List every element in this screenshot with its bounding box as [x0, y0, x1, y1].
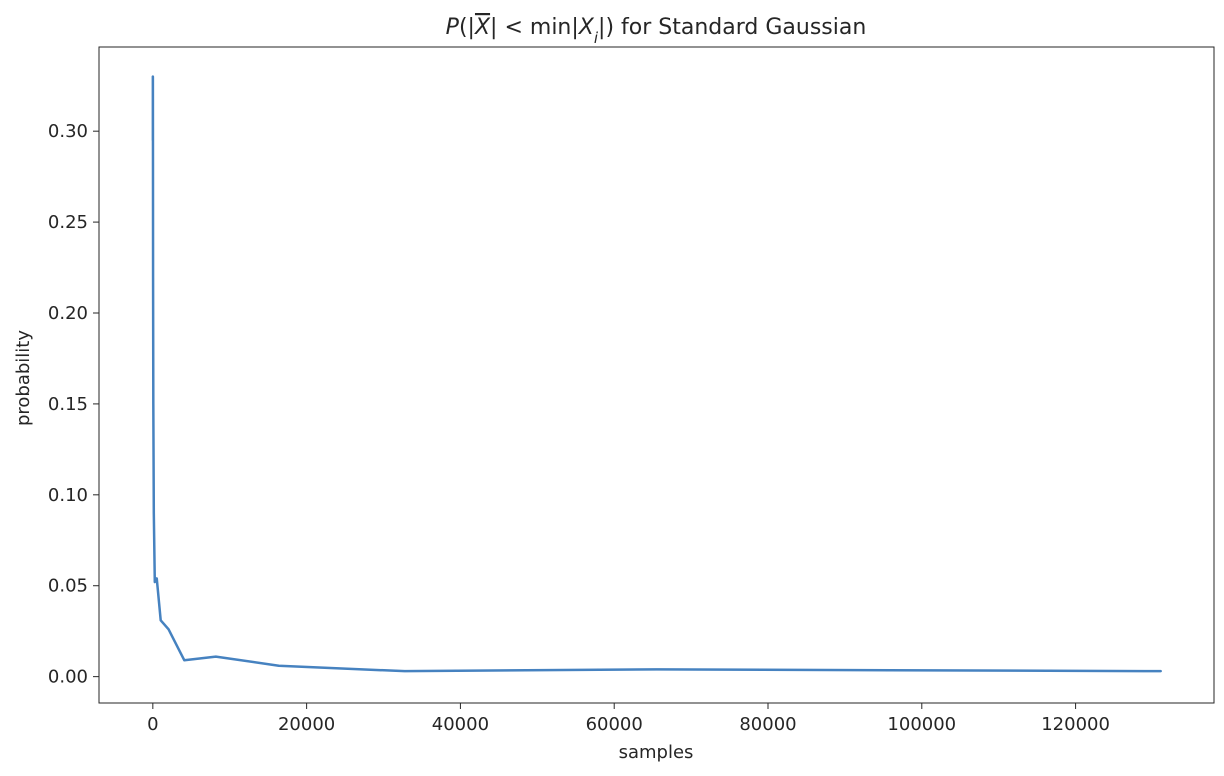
y-tick-label: 0.15: [48, 394, 88, 415]
title-abs-bar-left-2: |: [571, 15, 578, 40]
title-abs-bar-right-2: |: [598, 15, 605, 40]
x-tick-label: 60000: [586, 714, 643, 735]
title-xi: X: [578, 15, 595, 40]
y-tick-label: 0.30: [48, 121, 88, 142]
title-prefix: P: [446, 15, 460, 40]
y-axis-label: probability: [13, 330, 34, 426]
y-tick-label: 0.10: [48, 485, 88, 506]
series-layer: [151, 75, 1162, 673]
x-axis-ticks: 0 20000 40000 60000 80000 100000 120000: [147, 703, 1110, 735]
y-tick-label: 0.20: [48, 303, 88, 324]
title-abs-bar-left: |: [468, 15, 475, 40]
title-less-than-min: < min: [497, 15, 571, 40]
x-tick-label: 120000: [1041, 714, 1110, 735]
x-tick-label: 0: [147, 714, 158, 735]
x-axis-label: samples: [619, 742, 694, 763]
y-axis-ticks: 0.00 0.05 0.10 0.15 0.20 0.25 0.30: [48, 121, 99, 688]
x-tick-label: 100000: [887, 714, 956, 735]
y-tick-label: 0.05: [48, 576, 88, 597]
y-tick-label: 0.00: [48, 667, 88, 688]
x-tick-label: 40000: [432, 714, 489, 735]
title-open-paren: (: [459, 15, 468, 40]
title-xi-subscript: i: [594, 29, 599, 47]
x-tick-label: 80000: [739, 714, 796, 735]
plot-area-frame: [98, 46, 1215, 704]
title-abs-bar-right: |: [490, 15, 497, 40]
x-tick-label: 20000: [278, 714, 335, 735]
chart-title: P(|X| < min|Xi|) for Standard Gaussian: [446, 15, 867, 47]
y-tick-label: 0.25: [48, 212, 88, 233]
title-xbar: X: [474, 15, 491, 40]
title-suffix: ) for Standard Gaussian: [605, 15, 866, 40]
series-line: [151, 75, 1162, 673]
